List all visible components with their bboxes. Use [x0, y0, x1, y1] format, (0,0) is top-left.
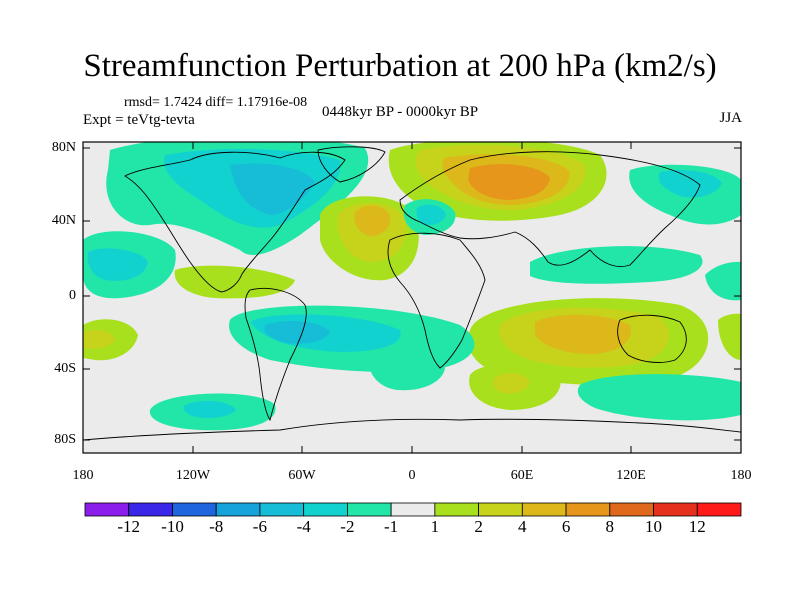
lon-label-120w: 120W: [175, 468, 211, 483]
colorbar-label: 10: [645, 517, 662, 536]
lat-label-80n: 80N: [51, 140, 76, 155]
coastline-greenland: [317, 146, 386, 183]
anomaly-region-central-pacific-core: [83, 329, 115, 349]
colorbar-label: -2: [340, 517, 355, 536]
lat-label-40s: 40S: [54, 361, 76, 376]
lon-label-180-west: 180: [72, 468, 94, 483]
coastlines: [83, 146, 741, 441]
axis-ticks: [83, 142, 741, 453]
anomaly-region-tropical-atlantic: [174, 265, 295, 299]
lat-label-80s: 80S: [54, 432, 76, 447]
colorbar-label: -12: [117, 517, 141, 536]
lon-label-180-east: 180: [730, 468, 752, 483]
coastline-africa: [387, 232, 486, 369]
anomaly-region-southern-ocean-east: [577, 374, 741, 421]
colorbar-swatch-8: [434, 502, 479, 517]
stats-line: rmsd= 1.7424 diff= 1.17916e-08: [124, 95, 308, 110]
anomaly-region-indian-ocean-core: [535, 314, 631, 355]
anomaly-region-europe-core: [416, 204, 446, 226]
season-label: JJA: [719, 110, 742, 126]
colorbar-label: 4: [518, 517, 527, 536]
lat-label-40n: 40N: [51, 213, 76, 228]
anomaly-region-eurasia-peak: [468, 164, 550, 200]
anomaly-region-east-pacific-core: [87, 248, 148, 281]
colorbar-swatch-0: [84, 502, 130, 517]
anomaly-region-south-pacific-inner: [264, 320, 330, 344]
chart-title: Streamfunction Perturbation at 200 hPa (…: [83, 48, 717, 84]
anomaly-region-east-edge: [718, 313, 741, 360]
colorbar-swatch-4: [259, 502, 305, 517]
colorbar-label: 8: [605, 517, 615, 536]
colorbar-label: 12: [688, 517, 706, 536]
colorbar-label: 1: [430, 517, 440, 536]
anomaly-region-west-pacific: [705, 261, 741, 301]
colorbar-swatch-11: [565, 502, 611, 517]
anomaly-region-east-asia-core: [658, 170, 722, 198]
colorbar-label: -4: [296, 517, 311, 536]
colorbar-swatch-14: [696, 502, 742, 517]
anomaly-region-south-asia: [530, 246, 703, 284]
colorbar-swatch-12: [609, 502, 654, 517]
period-line: 0448kyr BP - 0000kyr BP: [322, 104, 479, 120]
coastline-antarctica: [83, 418, 741, 441]
colorbar-label: 6: [561, 517, 571, 536]
lon-label-60w: 60W: [288, 468, 316, 483]
anomaly-region-southern-ocean-west-core: [183, 400, 236, 418]
colorbar-label: -8: [209, 517, 224, 536]
colorbar-swatch-2: [172, 502, 217, 517]
colorbar: [84, 502, 742, 517]
lon-label-120e: 120E: [616, 468, 646, 483]
colorbar-swatch-3: [215, 502, 261, 517]
anomaly-region-atlantic-peak: [354, 205, 391, 236]
anomaly-region-south-atlantic-positive-core: [492, 373, 530, 394]
experiment-line: Expt = teVtg-tevta: [83, 112, 195, 128]
colorbar-swatch-5: [303, 502, 348, 517]
coastline-north-america: [124, 151, 346, 293]
colorbar-swatch-6: [346, 502, 392, 517]
colorbar-swatch-9: [478, 502, 523, 517]
anomaly-region-north-pacific-small: [138, 210, 160, 224]
coastline-eurasia: [399, 151, 701, 267]
colorbar-label: -1: [384, 517, 399, 536]
colorbar-swatch-10: [521, 502, 567, 517]
colorbar-label: -6: [252, 517, 267, 536]
coastline-south-america: [244, 287, 307, 422]
colorbar-swatch-7: [390, 502, 436, 517]
anomaly-region-south-atlantic: [368, 346, 446, 391]
lon-label-0: 0: [408, 468, 416, 483]
colorbar-label: -10: [161, 517, 184, 536]
anomaly-region-north-america-inner: [230, 163, 315, 215]
lon-label-60e: 60E: [510, 468, 534, 483]
colorbar-swatch-13: [653, 502, 698, 517]
coastline-australia: [617, 314, 687, 363]
colorbar-swatch-1: [128, 502, 173, 517]
field-layer: [83, 142, 741, 453]
lat-label-0: 0: [69, 288, 76, 303]
colorbar-label: 2: [474, 517, 483, 536]
